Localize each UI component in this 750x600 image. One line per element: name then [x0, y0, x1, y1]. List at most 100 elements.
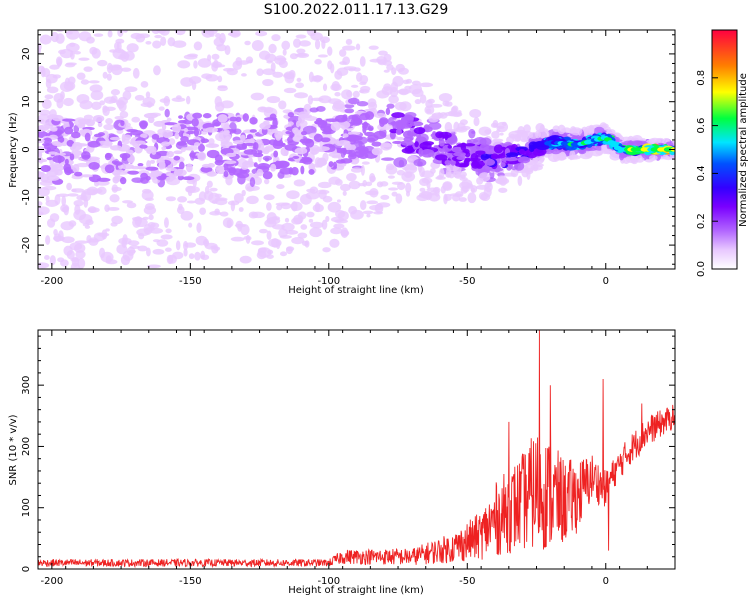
- heat-cell: [380, 194, 390, 200]
- heat-cell: [387, 175, 396, 179]
- heat-cell: [356, 72, 363, 82]
- heat-cell: [122, 90, 132, 101]
- heat-cell: [125, 149, 134, 155]
- heat-cell: [192, 112, 203, 119]
- heat-cell: [163, 217, 169, 229]
- heat-cell: [618, 152, 625, 161]
- heat-cell: [367, 127, 374, 131]
- heat-cell: [475, 150, 486, 155]
- heat-cell: [199, 207, 207, 215]
- heat-cell: [99, 247, 106, 259]
- heat-cell: [290, 166, 299, 176]
- heat-cell: [195, 235, 208, 246]
- heat-cell: [253, 162, 258, 168]
- heat-cell: [402, 166, 410, 171]
- heat-cell: [220, 100, 234, 109]
- heat-cell: [308, 218, 314, 223]
- heat-cell: [334, 178, 343, 186]
- heat-cell: [339, 183, 351, 192]
- heat-cell: [337, 210, 349, 221]
- heat-cell: [249, 177, 256, 188]
- heat-cell: [105, 118, 113, 125]
- heat-cell: [291, 237, 305, 245]
- heat-cell: [383, 69, 390, 73]
- heat-cell: [108, 64, 122, 69]
- heat-cell: [314, 39, 321, 50]
- heat-cell: [425, 108, 432, 114]
- heat-cell: [250, 92, 265, 101]
- heat-cell: [300, 130, 308, 136]
- heat-cell: [259, 106, 266, 111]
- heat-cell: [149, 159, 156, 164]
- heat-cell: [262, 148, 270, 155]
- heat-cell: [412, 88, 424, 98]
- heat-cell: [88, 161, 100, 170]
- heat-cell: [56, 193, 70, 198]
- heat-cell: [297, 232, 308, 239]
- heat-cell: [315, 189, 330, 195]
- heat-cell: [300, 165, 305, 175]
- heat-cell: [46, 218, 56, 228]
- heat-cell: [459, 119, 468, 126]
- heat-cell: [431, 112, 444, 119]
- heat-cell: [116, 99, 125, 109]
- heat-cell: [200, 250, 206, 260]
- heat-cell: [104, 164, 115, 174]
- heat-cell: [174, 30, 186, 36]
- heat-cell: [139, 144, 148, 149]
- heat-cell: [361, 122, 369, 126]
- heat-cell: [217, 85, 228, 92]
- heat-cell: [405, 182, 412, 194]
- heat-cell: [161, 146, 167, 151]
- heat-cell: [271, 34, 281, 42]
- heat-cell: [223, 67, 235, 72]
- heat-cell: [148, 214, 154, 221]
- heat-cell: [91, 48, 101, 59]
- heat-cell: [131, 216, 143, 221]
- heat-cell: [140, 80, 149, 88]
- snr-series-line: [38, 330, 675, 569]
- heat-cell: [276, 184, 285, 190]
- heat-cell: [264, 53, 277, 63]
- heat-cell: [165, 196, 176, 202]
- heat-cell: [275, 57, 287, 61]
- spectrogram-xlabel: Height of straight line (km): [288, 285, 424, 296]
- heat-cell: [295, 120, 301, 128]
- heat-cell: [109, 194, 120, 203]
- heat-cell: [359, 81, 367, 86]
- heat-cell: [103, 141, 113, 147]
- heat-cell: [186, 200, 196, 204]
- heat-cell: [279, 251, 288, 257]
- heat-cell: [173, 155, 181, 161]
- heat-cell: [203, 190, 214, 201]
- heat-cell: [371, 147, 383, 156]
- heat-cell: [517, 156, 531, 164]
- heat-cell: [281, 40, 291, 51]
- heat-cell: [74, 204, 81, 215]
- heat-cell: [70, 50, 75, 60]
- heat-cell: [154, 34, 162, 39]
- heat-cell: [244, 40, 251, 46]
- heat-cell: [251, 40, 264, 51]
- heat-cell: [86, 36, 95, 44]
- heat-cell: [60, 91, 65, 100]
- heat-cell: [126, 43, 139, 53]
- heat-cell: [570, 127, 583, 136]
- heat-cell: [264, 106, 274, 114]
- heat-cell: [87, 206, 97, 214]
- heat-cell: [124, 86, 138, 93]
- heat-cell: [504, 157, 519, 162]
- x-tick-label: 0: [603, 276, 609, 287]
- heat-cell: [305, 191, 320, 200]
- heat-cell: [537, 129, 550, 139]
- heat-cell: [293, 214, 304, 225]
- heat-cell: [229, 30, 241, 38]
- heat-cell: [167, 254, 177, 264]
- heat-cell: [142, 216, 149, 220]
- heat-cell: [140, 172, 149, 180]
- heat-cell: [88, 237, 99, 246]
- heat-cell: [557, 124, 566, 135]
- heat-cell: [99, 100, 105, 106]
- heat-cell: [456, 156, 466, 161]
- snr-xlabel: Height of straight line (km): [288, 585, 424, 596]
